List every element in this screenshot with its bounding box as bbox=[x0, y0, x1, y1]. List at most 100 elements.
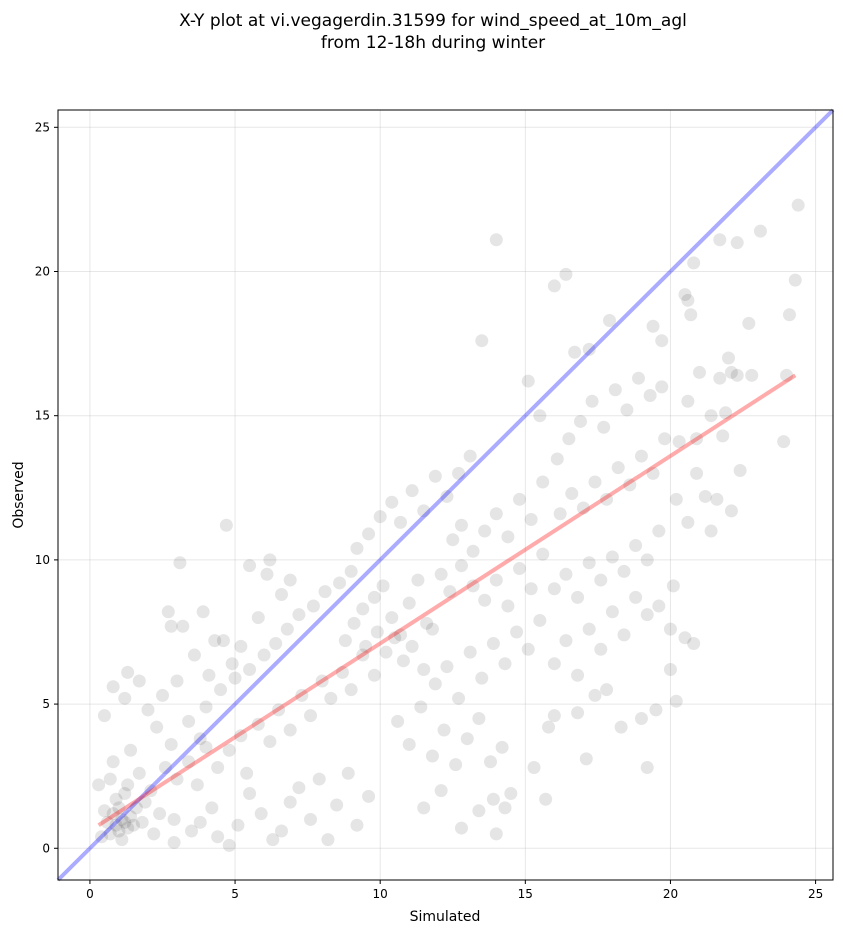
data-point bbox=[164, 619, 178, 633]
data-point bbox=[115, 812, 129, 826]
data-point bbox=[344, 683, 358, 697]
data-point bbox=[527, 761, 541, 775]
data-point bbox=[690, 466, 704, 480]
data-point bbox=[115, 833, 129, 847]
data-point bbox=[411, 573, 425, 587]
data-point bbox=[582, 556, 596, 570]
data-point bbox=[655, 334, 669, 348]
data-point bbox=[121, 778, 135, 792]
data-point bbox=[475, 334, 489, 348]
plot-frame bbox=[57, 109, 834, 881]
data-point bbox=[655, 380, 669, 394]
data-point bbox=[478, 593, 492, 607]
data-point bbox=[103, 772, 117, 786]
data-point bbox=[565, 487, 579, 501]
data-point bbox=[283, 795, 297, 809]
data-point bbox=[350, 541, 364, 555]
data-point bbox=[692, 365, 706, 379]
data-point bbox=[95, 830, 109, 844]
y-tick-label-5: 25 bbox=[35, 120, 50, 134]
x-axis-ticks: 0 5 10 15 20 25 bbox=[86, 880, 823, 901]
data-point bbox=[559, 567, 573, 581]
data-point bbox=[155, 688, 169, 702]
data-point bbox=[211, 830, 225, 844]
data-point bbox=[722, 351, 736, 365]
data-point bbox=[666, 579, 680, 593]
data-point bbox=[486, 637, 500, 651]
data-point bbox=[106, 755, 120, 769]
data-point bbox=[138, 795, 152, 809]
chart-title-line-1: X-Y plot at vi.vegagerdin.31599 for wind… bbox=[179, 11, 687, 31]
data-point bbox=[341, 766, 355, 780]
data-point bbox=[251, 611, 265, 625]
data-point bbox=[126, 818, 140, 832]
data-point bbox=[559, 267, 573, 281]
data-point bbox=[629, 590, 643, 604]
data-point bbox=[243, 662, 257, 676]
y-tick-label-4: 20 bbox=[35, 264, 50, 278]
data-point bbox=[254, 807, 268, 821]
data-point bbox=[132, 674, 146, 688]
data-point bbox=[222, 838, 236, 852]
data-point bbox=[521, 642, 535, 656]
data-point bbox=[211, 761, 225, 775]
data-point bbox=[199, 740, 213, 754]
data-point bbox=[193, 815, 207, 829]
data-point bbox=[106, 680, 120, 694]
data-point bbox=[594, 642, 608, 656]
data-point bbox=[214, 683, 228, 697]
data-point bbox=[611, 461, 625, 475]
data-point bbox=[280, 622, 294, 636]
data-point bbox=[640, 608, 654, 622]
data-point bbox=[501, 530, 515, 544]
data-point bbox=[533, 409, 547, 423]
data-point bbox=[347, 616, 361, 630]
data-point bbox=[632, 371, 646, 385]
data-point bbox=[304, 709, 318, 723]
data-point bbox=[132, 766, 146, 780]
data-point bbox=[669, 492, 683, 506]
data-point bbox=[373, 510, 387, 524]
data-point bbox=[202, 668, 216, 682]
data-point bbox=[452, 691, 466, 705]
data-point bbox=[199, 700, 213, 714]
data-point bbox=[135, 815, 149, 829]
x-tick-label-2: 10 bbox=[373, 887, 388, 901]
data-point bbox=[150, 720, 164, 734]
data-point bbox=[547, 657, 561, 671]
data-point bbox=[547, 279, 561, 293]
data-point bbox=[513, 562, 527, 576]
data-point bbox=[559, 634, 573, 648]
data-point bbox=[243, 786, 257, 800]
data-point bbox=[359, 639, 373, 653]
data-point bbox=[597, 420, 611, 434]
data-point bbox=[216, 634, 230, 648]
data-point bbox=[504, 786, 518, 800]
data-point bbox=[443, 585, 457, 599]
data-point bbox=[161, 605, 175, 619]
data-point bbox=[440, 489, 454, 503]
data-point bbox=[141, 703, 155, 717]
data-point bbox=[362, 789, 376, 803]
data-point bbox=[547, 582, 561, 596]
data-point bbox=[553, 507, 567, 521]
data-point bbox=[428, 469, 442, 483]
data-point bbox=[547, 709, 561, 723]
data-point bbox=[716, 429, 730, 443]
y-tick-label-3: 15 bbox=[35, 409, 50, 423]
data-point bbox=[704, 524, 718, 538]
data-point bbox=[190, 778, 204, 792]
data-point bbox=[222, 743, 236, 757]
data-point bbox=[100, 815, 114, 829]
data-point bbox=[634, 712, 648, 726]
data-point bbox=[649, 703, 663, 717]
data-point bbox=[103, 827, 117, 841]
data-point bbox=[658, 432, 672, 446]
data-point bbox=[536, 475, 550, 489]
data-point bbox=[260, 567, 274, 581]
data-point bbox=[568, 345, 582, 359]
data-point bbox=[489, 507, 503, 521]
data-point bbox=[97, 804, 111, 818]
data-point bbox=[338, 634, 352, 648]
data-point bbox=[147, 827, 161, 841]
